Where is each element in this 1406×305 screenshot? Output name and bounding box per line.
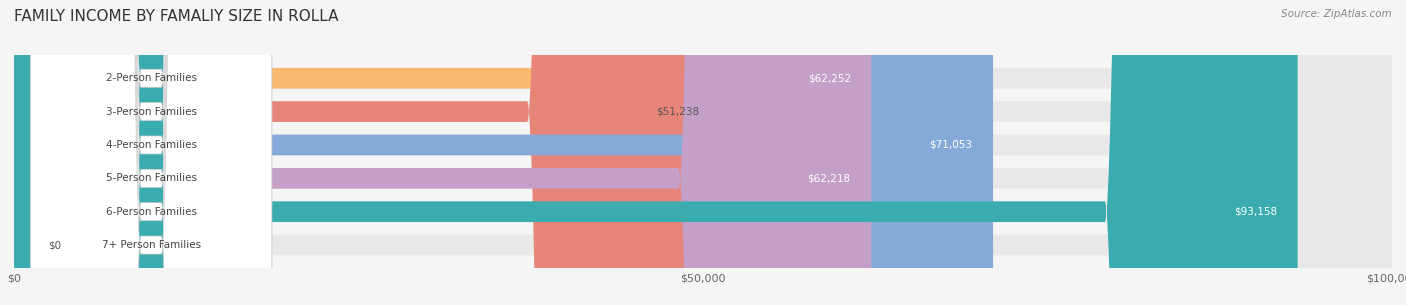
FancyBboxPatch shape <box>14 0 1392 305</box>
FancyBboxPatch shape <box>31 0 271 305</box>
Text: $62,218: $62,218 <box>807 173 851 183</box>
FancyBboxPatch shape <box>14 0 993 305</box>
Text: FAMILY INCOME BY FAMALIY SIZE IN ROLLA: FAMILY INCOME BY FAMALIY SIZE IN ROLLA <box>14 9 339 24</box>
FancyBboxPatch shape <box>31 0 271 305</box>
FancyBboxPatch shape <box>14 0 872 305</box>
FancyBboxPatch shape <box>31 0 271 305</box>
Text: 5-Person Families: 5-Person Families <box>105 173 197 183</box>
Text: $0: $0 <box>48 240 62 250</box>
Text: $62,252: $62,252 <box>808 73 851 83</box>
FancyBboxPatch shape <box>14 0 1392 305</box>
FancyBboxPatch shape <box>14 0 872 305</box>
Text: 7+ Person Families: 7+ Person Families <box>101 240 201 250</box>
FancyBboxPatch shape <box>14 0 1392 305</box>
Text: 6-Person Families: 6-Person Families <box>105 207 197 217</box>
FancyBboxPatch shape <box>31 0 271 305</box>
FancyBboxPatch shape <box>31 0 271 305</box>
Text: Source: ZipAtlas.com: Source: ZipAtlas.com <box>1281 9 1392 19</box>
Text: $51,238: $51,238 <box>657 107 699 117</box>
Text: 2-Person Families: 2-Person Families <box>105 73 197 83</box>
Text: $71,053: $71,053 <box>929 140 973 150</box>
FancyBboxPatch shape <box>14 0 1392 305</box>
FancyBboxPatch shape <box>31 0 271 305</box>
Text: 4-Person Families: 4-Person Families <box>105 140 197 150</box>
FancyBboxPatch shape <box>14 0 1392 305</box>
FancyBboxPatch shape <box>14 0 1298 305</box>
Text: $93,158: $93,158 <box>1234 207 1277 217</box>
FancyBboxPatch shape <box>14 0 1392 305</box>
FancyBboxPatch shape <box>14 0 720 305</box>
Text: 3-Person Families: 3-Person Families <box>105 107 197 117</box>
